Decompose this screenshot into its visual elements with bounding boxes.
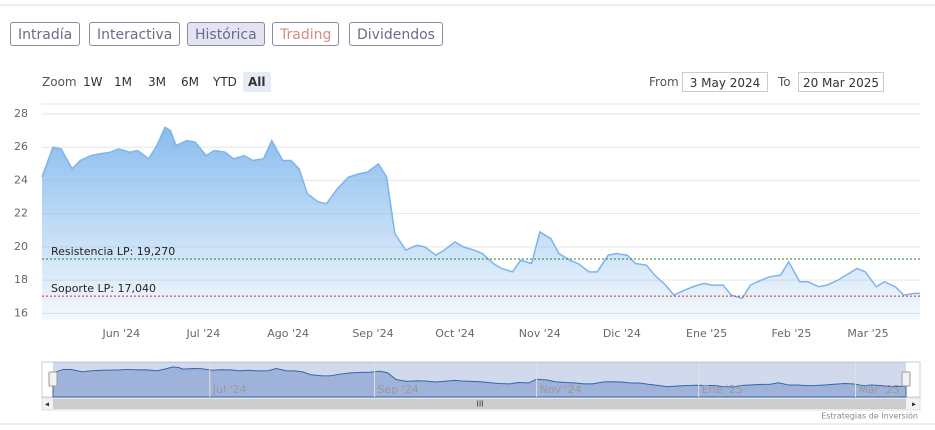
tab[interactable]: Histórica (187, 22, 265, 46)
x-tick-label: Jul '24 (185, 327, 220, 340)
x-tick-label: Ago '24 (267, 327, 309, 340)
scroll-left[interactable]: ◂ (45, 400, 49, 409)
y-tick-label: 20 (14, 240, 28, 253)
x-tick-label: Oct '24 (435, 327, 475, 340)
zoom-label: Zoom (42, 75, 77, 89)
navigator-area (52, 366, 907, 398)
navigator-tick-label: Mar '25 (859, 383, 900, 396)
plot-line-label: Resistencia LP: 19,270 (51, 245, 175, 258)
y-tick-label: 28 (14, 107, 28, 120)
tab[interactable]: Intradía (10, 22, 81, 46)
credits: Estrategias de Inversión (821, 411, 918, 421)
to-label: To (778, 75, 791, 89)
navigator-tick-label: Jul '24 (212, 383, 247, 396)
navigator-handle (48, 371, 58, 387)
tab[interactable]: Dividendos (349, 22, 443, 46)
y-tick-label: 16 (14, 306, 28, 319)
y-tick-label: 18 (14, 273, 28, 286)
zoom-button[interactable]: All (243, 72, 271, 92)
x-tick-label: Feb '25 (771, 327, 811, 340)
zoom-button[interactable]: 6M (181, 75, 199, 89)
to-input[interactable]: 20 Mar 2025 (798, 72, 884, 92)
y-tick-label: 22 (14, 207, 28, 220)
tab[interactable]: Trading (272, 22, 340, 46)
zoom-button[interactable]: 3M (148, 75, 166, 89)
zoom-button[interactable]: 1M (114, 75, 132, 89)
x-tick-label: Ene '25 (686, 327, 727, 340)
x-tick-label: Dic '24 (603, 327, 641, 340)
y-tick-label: 26 (14, 140, 28, 153)
area (42, 127, 920, 320)
x-tick-label: Nov '24 (519, 327, 561, 340)
x-tick-label: Sep '24 (352, 327, 393, 340)
navigator-tick-label: Nov '24 (540, 383, 582, 396)
tab[interactable]: Interactiva (89, 22, 181, 46)
y-tick-label: 24 (14, 173, 28, 186)
navigator-mask (53, 362, 906, 397)
x-tick-label: Jun '24 (101, 327, 140, 340)
from-label: From (649, 75, 679, 89)
scrollbar-grip: III (476, 400, 483, 409)
plot-line-label: Soporte LP: 17,040 (51, 282, 156, 295)
navigator-handle (901, 371, 911, 387)
x-tick-label: Mar '25 (847, 327, 888, 340)
navigator-tick-label: Ene '25 (702, 383, 743, 396)
navigator-tick-label: Sep '24 (378, 383, 419, 396)
navigator (41, 361, 921, 398)
scrollbar-thumb[interactable] (53, 399, 906, 409)
zoom-button[interactable]: 1W (83, 75, 103, 89)
line (41, 126, 920, 300)
from-input[interactable]: 3 May 2024 (682, 72, 768, 92)
scroll-right[interactable]: ▸ (912, 400, 916, 409)
zoom-button[interactable]: YTD (213, 75, 237, 89)
